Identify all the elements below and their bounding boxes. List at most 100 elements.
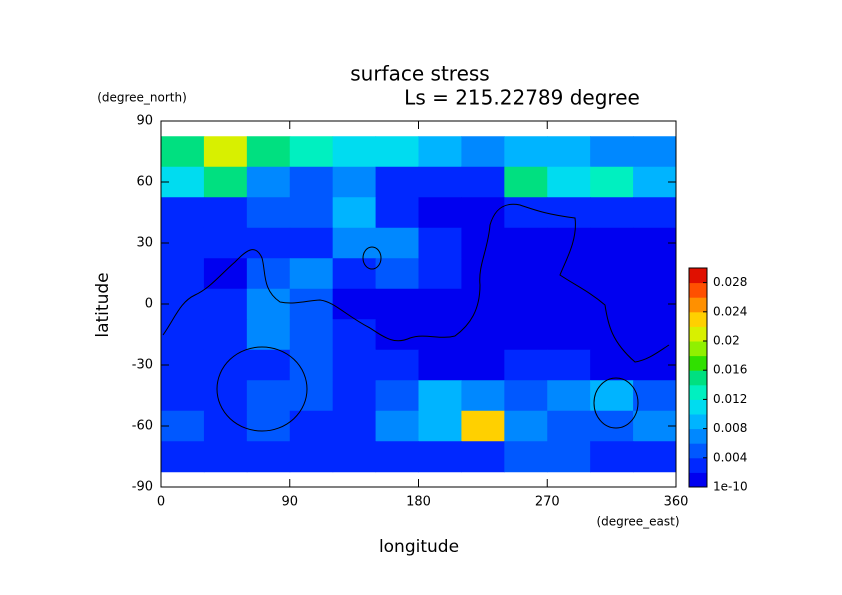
field-cell [633,380,677,412]
field-cell [332,441,377,473]
field-cell [418,227,462,259]
field-cell [332,166,377,198]
field-cell [547,258,591,290]
field-cell [461,410,505,442]
x-unit: (degree_east) [596,515,679,529]
hellas-outline [216,346,308,432]
field-cell [289,410,334,442]
colorbar-band [689,457,707,473]
field-cell [504,349,548,381]
field-cell [590,197,634,229]
field-cell [246,288,291,320]
colorbar-band [689,399,707,415]
colorbar-band [689,268,707,284]
field-cell [332,410,377,442]
field-cell [375,410,419,442]
colorbar-tick-label: 0.02 [713,334,740,348]
colorbar-tick-label: 1e-10 [713,480,748,494]
field-cell [203,197,248,229]
field-cell [289,319,334,351]
y-axis-label: latitude [93,272,113,337]
field-cell [289,166,334,198]
field-cell [246,349,291,381]
colorbar-band [689,297,707,313]
field-cell [332,197,377,229]
field-cell [504,136,548,168]
field-cell [504,441,548,473]
x-tick-label: 0 [157,495,165,510]
colorbar-band [689,326,707,342]
field-cell [504,258,548,290]
field-cell [375,349,419,381]
field-cell [418,441,462,473]
field-cell [289,197,334,229]
colorbar-tick-label: 0.028 [713,275,747,289]
field-cell [504,227,548,259]
colorbar-band [689,384,707,400]
field-cell [504,288,548,320]
field-cell [418,136,462,168]
field-cell [633,258,677,290]
field-cell [547,441,591,473]
crater-outline [362,246,382,270]
field-cell [161,258,205,290]
field-cell [633,136,677,168]
field-cell [633,197,677,229]
field-cell [461,349,505,381]
y-tick-label: 90 [136,114,153,129]
field-cell [161,319,205,351]
field-cell [633,319,677,351]
field-cell [590,288,634,320]
x-tick-label: 270 [535,495,560,510]
field-cell [461,288,505,320]
field-cell [289,288,334,320]
colorbar-band [689,472,707,488]
field-cell [289,258,334,290]
field-cell [418,319,462,351]
field-cell [203,136,248,168]
colorbar-band [689,428,707,444]
field-cell [375,441,419,473]
colorbar-tick-label: 0.012 [713,392,747,406]
field-cell [161,380,205,412]
field-cell [375,258,419,290]
field-cell [461,380,505,412]
field-cell [461,319,505,351]
field-cell [461,197,505,229]
field-cell [203,380,248,412]
field-cell [375,197,419,229]
field-cell [332,227,377,259]
colorbar-tick-label: 0.016 [713,363,747,377]
field-cell [203,227,248,259]
field-cell [547,319,591,351]
field-cell [461,166,505,198]
field-cell [246,319,291,351]
field-cell [246,227,291,259]
colorbar-tick-label: 0.024 [713,304,747,318]
x-tick-label: 180 [406,495,431,510]
field-cell [547,410,591,442]
field-cell [590,227,634,259]
colorbar: 1e-10 0.004 0.008 0.012 0.016 0.02 0.024 0.028 [688,267,748,494]
field-cell [203,319,248,351]
field-cell [418,288,462,320]
field-cell [547,349,591,381]
field-cell [547,197,591,229]
field-cell [289,380,334,412]
field-cell [418,410,462,442]
field-cell [590,349,634,381]
field-cell [332,349,377,381]
chart-title: surface stress [350,62,489,86]
y-tick-label: 30 [136,236,153,251]
field-cell [461,136,505,168]
field-cell [246,380,291,412]
field-cell [161,197,205,229]
field-cell [590,441,634,473]
field-cell [246,166,291,198]
field-cell [461,258,505,290]
y-tick-label: 60 [136,175,153,190]
field-cell [504,197,548,229]
field-cell [547,136,591,168]
coastlines [162,203,670,432]
